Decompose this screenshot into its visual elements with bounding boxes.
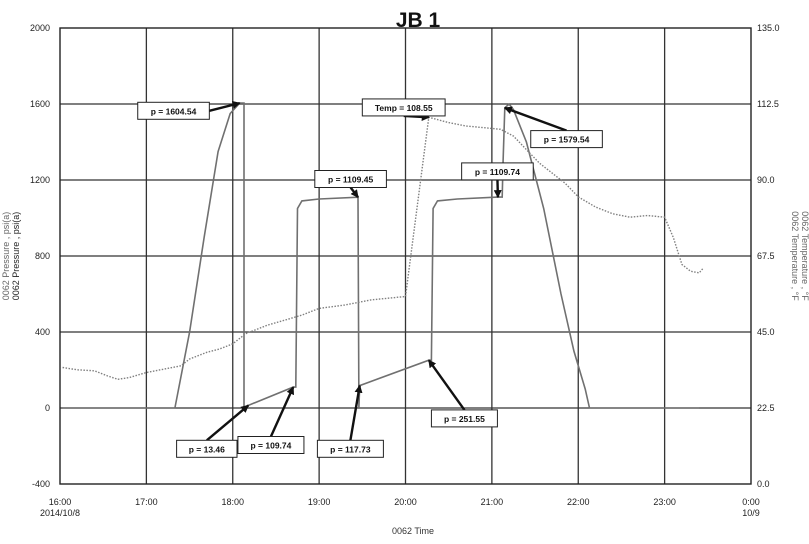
y-right-tick-label: 67.5 [757,251,775,261]
annotations: p = 1604.54 Temp = 108.55 p = 1579.54 p = 1… [138,99,603,457]
x-tick-label: 21:00 [481,497,504,507]
y-left-tick-label: 800 [35,251,50,261]
y-right-tick-label: 135.0 [757,23,780,33]
x-tick-label: 23:00 [653,497,676,507]
x-axis-label: 0062 Time [392,526,434,536]
y-left-tick-label: 2000 [30,23,50,33]
y-axis-label-left-2: 0062 Pressure , psi(a) [11,212,21,301]
y-left-tick-label: 0 [45,403,50,413]
annotation-label: p = 117.73 [330,444,371,454]
annotation-arrow [207,405,248,440]
y-axis-left: -400 0 400 800 1200 1600 2000 [30,23,50,489]
y-right-tick-label: 45.0 [757,327,775,337]
annotation-label: Temp = 108.55 [375,103,433,113]
x-tick-label: 19:00 [308,497,331,507]
annotation-arrow [350,386,359,441]
annotation-arrow [351,188,358,198]
y-axis-label-left-1: 0062 Pressure , psi(a) [1,212,11,301]
y-right-tick-label: 22.5 [757,403,775,413]
y-axis-label-right-1: 0062 Temperature , °F [790,211,800,301]
y-right-tick-label: 90.0 [757,175,775,185]
y-right-tick-label: 112.5 [757,99,779,109]
y-left-tick-label: 400 [35,327,50,337]
y-axis-label-right-2: 0062 Temperature , °F [800,211,809,301]
annotation-label: p = 1604.54 [151,106,197,116]
x-tick-label: 20:00 [394,497,417,507]
annotation-label: p = 251.55 [444,414,485,424]
annotation-label: p = 13.46 [189,444,225,454]
annotation-label: p = 1109.74 [475,167,520,177]
x-tick-label: 22:00 [567,497,590,507]
y-left-tick-label: -400 [32,479,50,489]
annotation-label: p = 109.74 [250,441,291,451]
x-tick-sublabel: 10/9 [742,508,760,518]
y-right-tick-label: 0.0 [757,479,770,489]
y-left-tick-label: 1600 [30,99,50,109]
x-tick-sublabel: 2014/10/8 [40,508,80,518]
x-tick-label: 18:00 [221,497,244,507]
annotation-arrow [505,108,567,131]
annotation-arrow [429,360,465,410]
annotation-label: p = 1109.45 [328,175,373,185]
y-axis-right: 0.0 22.5 45.0 67.5 90.0 112.5 135.0 [757,23,780,489]
grid [60,28,751,484]
x-tick-label: 17:00 [135,497,158,507]
temperature-series-line [63,117,704,379]
y-left-tick-label: 1200 [30,175,50,185]
x-tick-label: 16:00 [49,497,72,507]
x-tick-label: 0:00 [742,497,760,507]
annotation-label: p = 1579.54 [544,135,590,145]
